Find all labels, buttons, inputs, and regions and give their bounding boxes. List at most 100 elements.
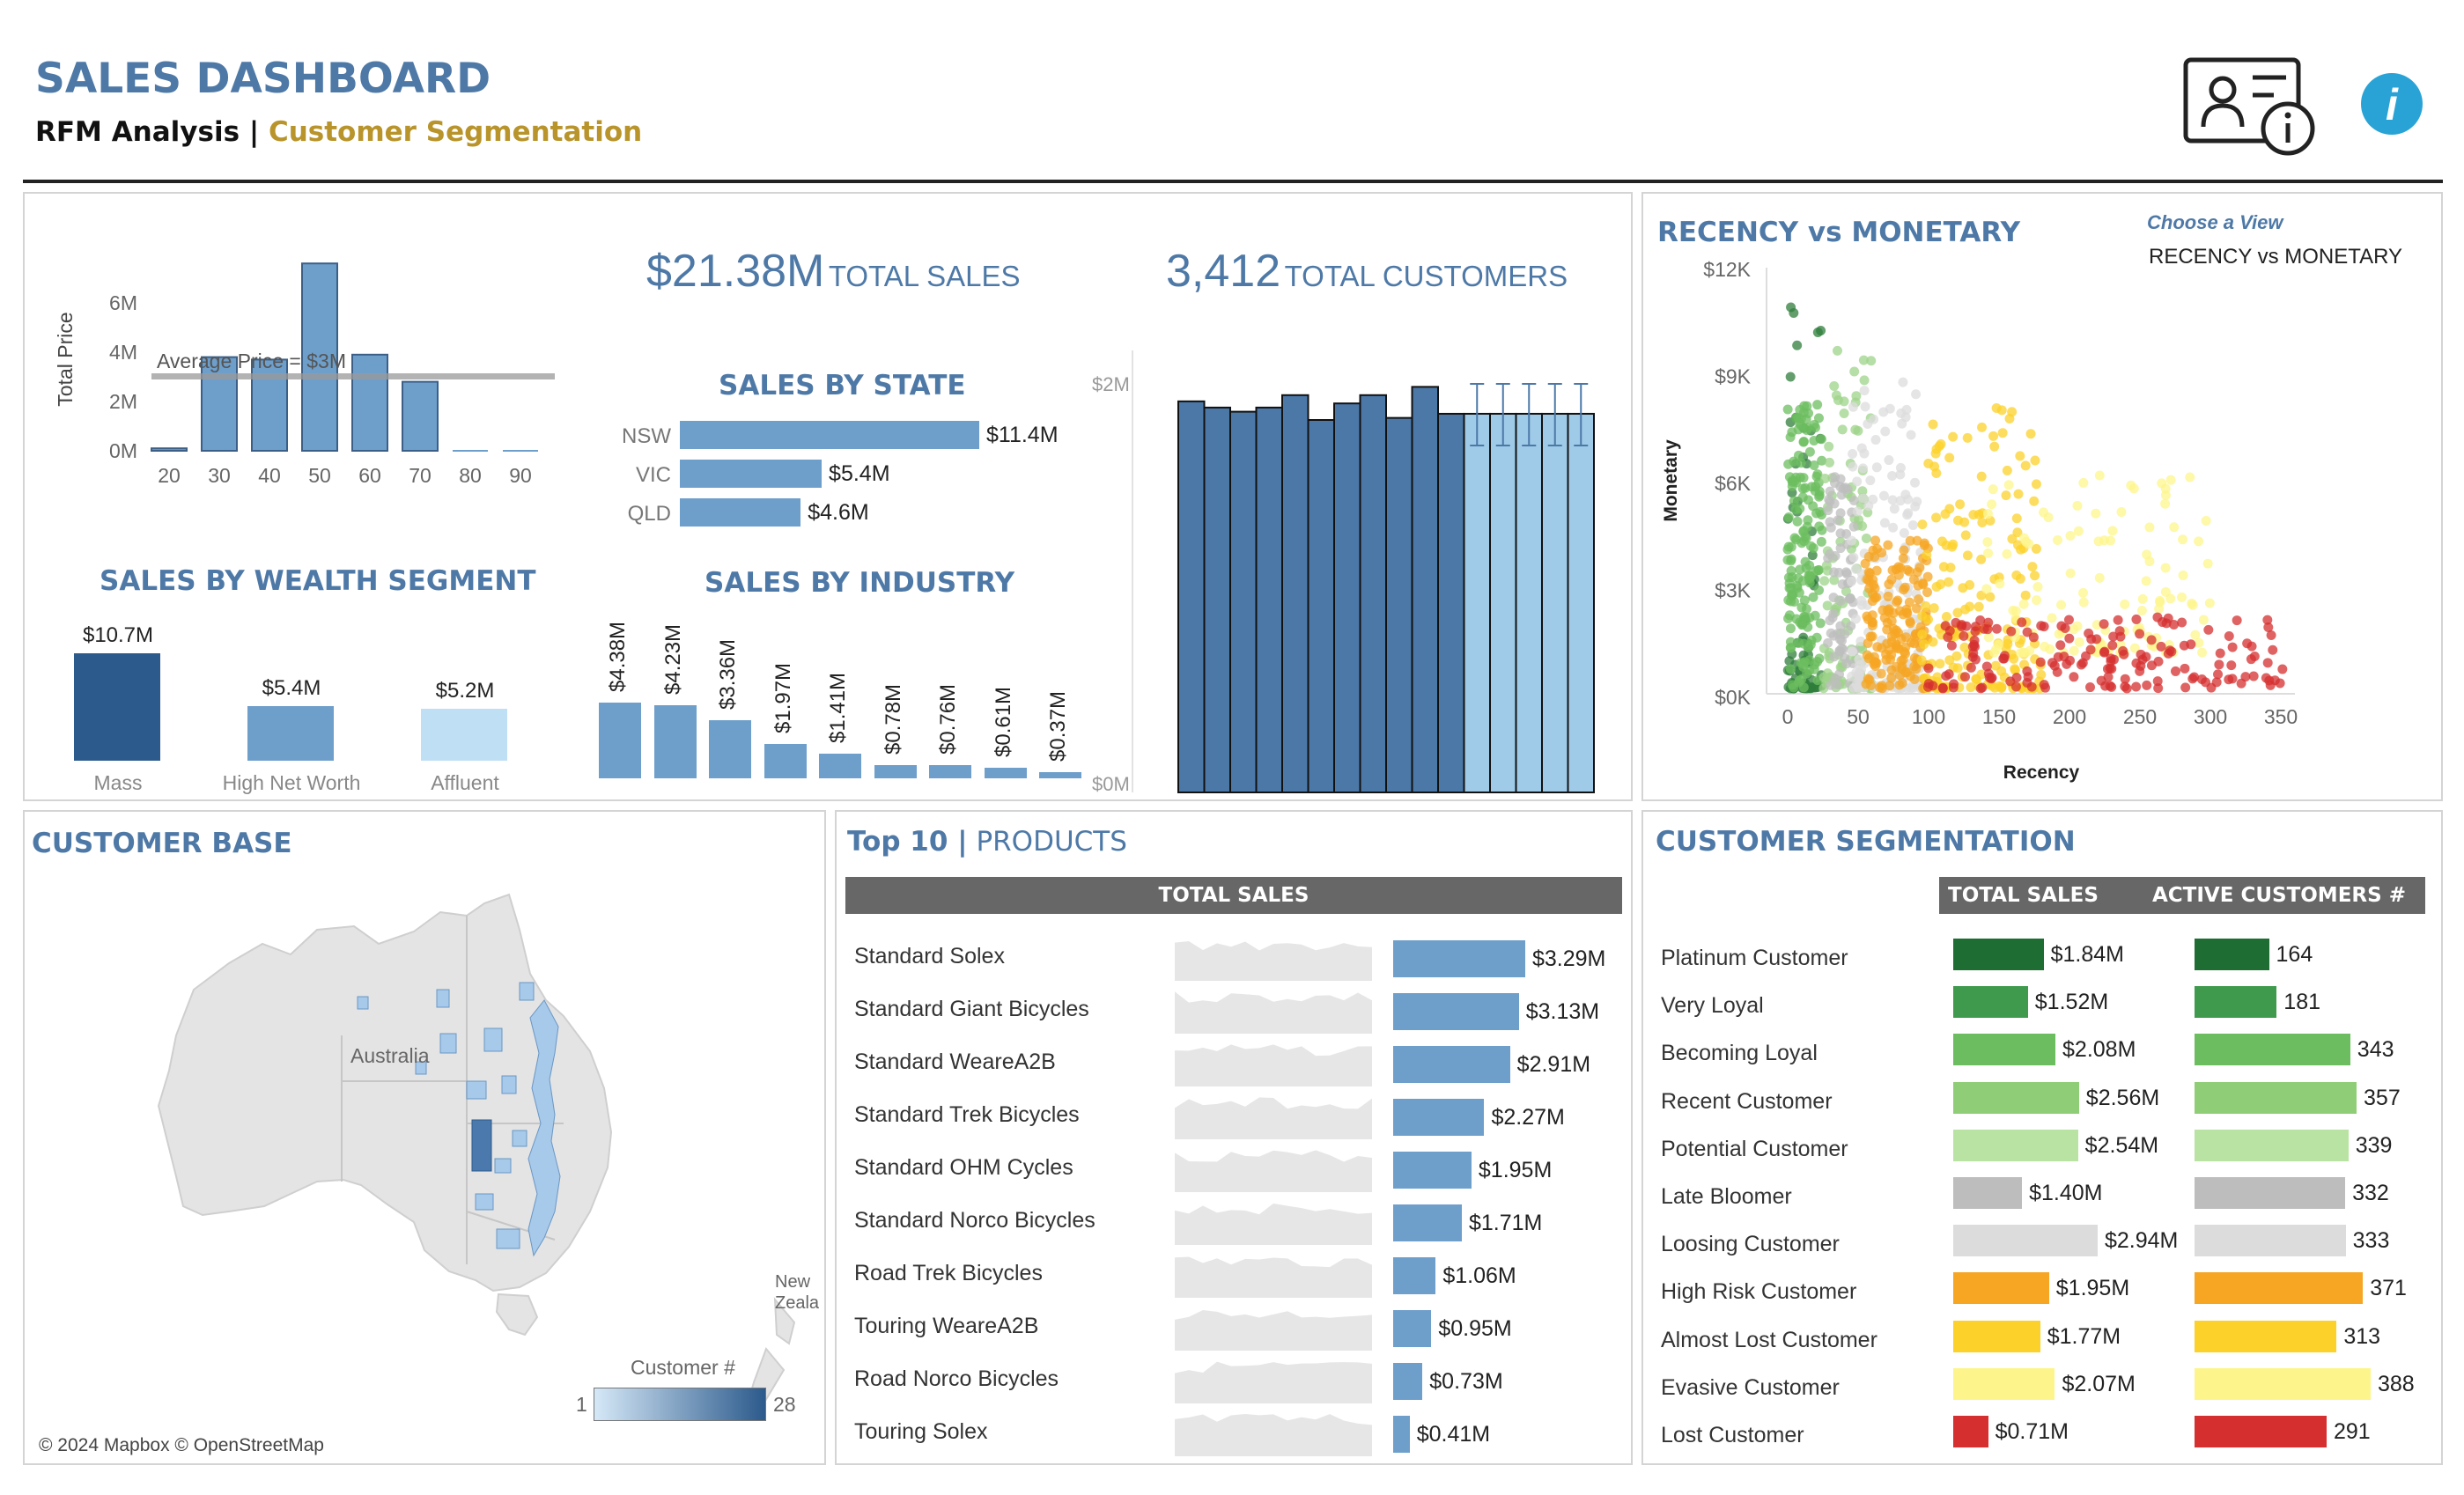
scatter-point (1977, 517, 1988, 527)
scatter-point (1796, 602, 1807, 613)
scatter-point (1791, 534, 1802, 545)
product-bar (1393, 1363, 1423, 1400)
segment-customers-value: 357 (2364, 1085, 2401, 1110)
industry-value: $4.38M (606, 621, 630, 692)
scatter-point (1848, 683, 1859, 694)
scatter-point (1848, 521, 1859, 532)
age-ytick: 6M (109, 291, 137, 314)
scatter-point (2131, 658, 2142, 668)
segment-row[interactable]: Very Loyal $1.52M 181 (1656, 981, 2439, 1027)
segment-customers-bar (2195, 986, 2277, 1019)
scatter-point (2242, 638, 2253, 649)
scatter-point (1923, 663, 1934, 674)
user-info-card-icon[interactable] (2182, 56, 2323, 158)
recency-monetary-scatter[interactable]: $12K $9K $6K $3K $0K 0 50 100 150 200 250 300 350 Rec… (1645, 255, 2438, 797)
scatter-point (1816, 434, 1826, 445)
product-name: Road Trek Bicycles (854, 1261, 1043, 1285)
scatter-point (1965, 601, 1975, 612)
scatter-point (2030, 455, 2040, 466)
segment-row[interactable]: High Risk Customer $1.95M 371 (1656, 1267, 2439, 1313)
segment-row[interactable]: Platinum Customer $1.84M 164 (1656, 933, 2439, 979)
industry-chart[interactable]: $4.38M $4.23M $3.36M $1.97M $1.41M $0.78M $0.7… (595, 616, 1088, 784)
segment-customers-value: 339 (2355, 1132, 2393, 1158)
scatter-point (2069, 624, 2079, 635)
scatter-point (1902, 564, 1913, 575)
age-bar (351, 353, 388, 452)
scatter-point (1871, 462, 1882, 473)
state-chart[interactable]: NSW $11.4M VIC $5.4M QLD $4.6M (599, 421, 1092, 544)
segment-row[interactable]: Loosing Customer $2.94M 333 (1656, 1219, 2439, 1265)
segment-sales-value: $1.84M (2050, 942, 2125, 967)
scatter-point (2206, 682, 2217, 693)
scatter-point (2136, 649, 2146, 659)
product-value: $3.13M (1525, 999, 1600, 1024)
product-row[interactable]: Standard Giant Bicycles $3.13M (845, 984, 1622, 1034)
view-selector[interactable]: RECENCY vs MONETARY (2149, 245, 2403, 269)
scatter-point (1877, 683, 1887, 694)
scatter-point (1979, 623, 1989, 634)
sparkline-area (1175, 1361, 1372, 1403)
scatter-point (1923, 678, 1934, 689)
segment-row[interactable]: Late Bloomer $1.40M 332 (1656, 1172, 2439, 1218)
segment-row[interactable]: Evasive Customer $2.07M 388 (1656, 1363, 2439, 1409)
segment-row[interactable]: Becoming Loyal $2.08M 343 (1656, 1028, 2439, 1074)
product-value: $0.95M (1438, 1316, 1512, 1341)
segment-sales-value: $2.56M (2085, 1085, 2160, 1110)
wealth-chart[interactable]: $10.7M Mass $5.4M High Net Worth $5.2M Afflue… (53, 616, 546, 801)
wealth-value: $5.2M (435, 678, 495, 703)
scatter-point (1888, 522, 1899, 533)
monthly-sales-chart[interactable]: $2M $0M (1092, 343, 1620, 797)
product-value: $0.41M (1416, 1422, 1491, 1447)
scatter-point (1937, 683, 1948, 694)
segment-row[interactable]: Almost Lost Customer $1.77M 313 (1656, 1315, 2439, 1361)
scatter-point (2011, 513, 2022, 524)
scatter-point (1823, 553, 1833, 563)
scatter-point (1838, 483, 1848, 494)
scatter-point (2053, 535, 2063, 546)
product-row[interactable]: Standard OHM Cycles $1.95M (845, 1143, 1622, 1192)
product-row[interactable]: Touring Solex $0.41M (845, 1407, 1622, 1456)
segment-customers-bar (2195, 1272, 2364, 1305)
scatter-point (1905, 535, 1915, 546)
scatter-point (1886, 574, 1897, 585)
product-row[interactable]: Standard Solex $3.29M (845, 932, 1622, 981)
product-row[interactable]: Road Trek Bicycles $1.06M (845, 1248, 1622, 1298)
age-sales-chart[interactable]: Total Price 6M 4M 2M 0M 20 30 40 50 60 70 80 90 Avera… (53, 247, 564, 493)
product-row[interactable]: Standard WeareA2B $2.91M (845, 1037, 1622, 1086)
product-row[interactable]: Road Norco Bicycles $0.73M (845, 1354, 1622, 1403)
scatter-point (1944, 453, 1955, 463)
scatter-point (1812, 657, 1823, 667)
info-icon[interactable]: i (2360, 72, 2423, 136)
segment-customers-value: 313 (2343, 1323, 2381, 1349)
scatter-point (1804, 560, 1815, 571)
scatter-point (1876, 668, 1886, 679)
sparkline-area (1175, 1203, 1372, 1245)
product-row[interactable]: Standard Norco Bicycles $1.71M (845, 1196, 1622, 1245)
scatter-point (1858, 493, 1869, 504)
scatter-point (1823, 505, 1833, 516)
scatter-point (1841, 567, 1851, 578)
scatter-point (1877, 548, 1887, 558)
segment-row[interactable]: Recent Customer $2.56M 357 (1656, 1077, 2439, 1123)
scatter-point (1819, 576, 1830, 586)
scatter-point (2024, 539, 2034, 549)
segment-row[interactable]: Potential Customer $2.54M 339 (1656, 1124, 2439, 1170)
segment-sales-bar (1953, 1081, 2079, 1114)
scatter-point (2072, 500, 2083, 511)
segment-name: Late Bloomer (1661, 1184, 1792, 1209)
scatter-point (1997, 428, 2008, 438)
scatter-point (2160, 498, 2171, 509)
product-row[interactable]: Touring WeareA2B $0.95M (845, 1301, 1622, 1351)
age-bar (151, 447, 188, 452)
wealth-value: $5.4M (262, 676, 321, 701)
header-divider (23, 180, 2443, 183)
segment-row[interactable]: Lost Customer $0.71M 291 (1656, 1410, 2439, 1456)
scatter-point (2018, 599, 2029, 609)
customer-map[interactable] (26, 877, 824, 1462)
scatter-point (1845, 593, 1855, 603)
scatter-point (1829, 652, 1840, 662)
scatter-point (1952, 515, 1963, 526)
product-row[interactable]: Standard Trek Bicycles $2.27M (845, 1090, 1622, 1139)
scatter-point (1868, 494, 1878, 504)
map-attribution[interactable]: © 2024 Mapbox © OpenStreetMap (39, 1435, 324, 1455)
